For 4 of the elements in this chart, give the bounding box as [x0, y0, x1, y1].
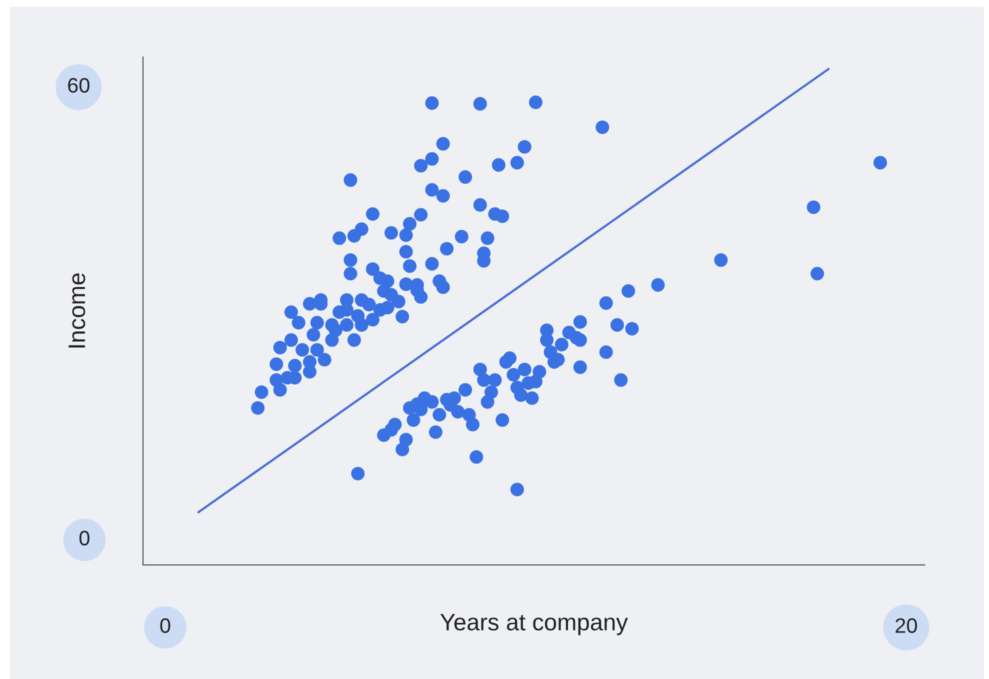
y-axis-title: Income: [68, 273, 86, 348]
y-tick-label: 60: [68, 78, 90, 93]
x-axis-title: Years at company: [440, 614, 628, 636]
x-tick-label: 20: [896, 618, 917, 634]
